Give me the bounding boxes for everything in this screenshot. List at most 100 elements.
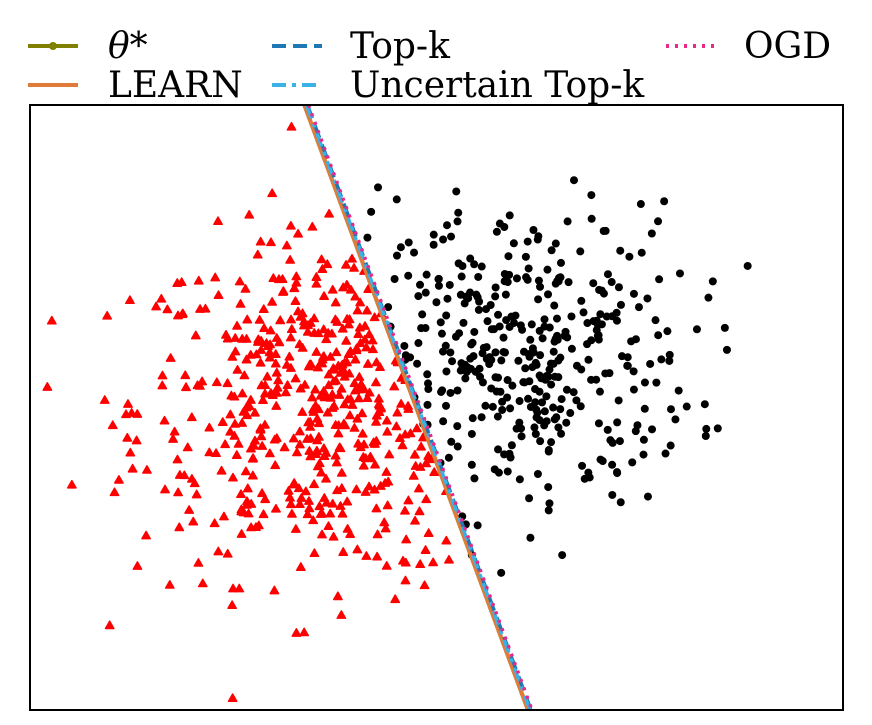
black-circle-point xyxy=(663,327,672,336)
red-triangle-point xyxy=(174,522,185,532)
red-triangle-point xyxy=(299,379,310,389)
red-triangle-point xyxy=(316,254,327,264)
black-circle-point xyxy=(421,324,430,333)
red-triangle-point xyxy=(390,594,401,604)
black-circle-point xyxy=(470,474,479,483)
black-circle-point xyxy=(488,402,497,411)
black-circle-point xyxy=(616,246,625,255)
red-triangle-point xyxy=(265,325,276,335)
red-triangle-point xyxy=(255,357,266,367)
red-triangle-point xyxy=(338,547,349,556)
red-triangle-point xyxy=(359,439,369,449)
black-circle-point xyxy=(477,262,486,271)
black-circle-point xyxy=(628,458,637,467)
red-triangle-point xyxy=(271,367,282,377)
red-triangle-point xyxy=(282,380,293,390)
red-triangle-point xyxy=(371,417,381,426)
black-circle-point xyxy=(458,261,467,270)
red-triangle-point xyxy=(302,509,313,519)
red-triangle-point xyxy=(294,499,305,509)
black-circle-point xyxy=(434,281,443,290)
red-triangle-point xyxy=(104,620,115,630)
red-triangle-point xyxy=(375,403,386,413)
black-circle-point xyxy=(542,417,551,426)
black-circle-point xyxy=(629,289,638,298)
black-circle-point xyxy=(547,438,556,447)
black-circle-point xyxy=(587,214,596,223)
red-triangle-point xyxy=(260,419,270,429)
red-triangle-point xyxy=(243,508,254,518)
decision-boundaries xyxy=(302,105,534,710)
black-circle-point xyxy=(500,348,509,357)
red-triangle-point xyxy=(352,413,363,423)
black-circle-point xyxy=(614,283,623,292)
red-triangle-point xyxy=(291,628,302,637)
red-triangle-point xyxy=(173,310,183,320)
black-circle-point xyxy=(556,405,565,414)
red-triangle-point xyxy=(337,508,348,518)
red-triangle-point xyxy=(381,467,392,476)
black-circle-point xyxy=(424,385,433,394)
black-circle-point xyxy=(542,392,551,401)
red-triangle-point xyxy=(244,209,255,219)
red-triangle-point xyxy=(294,426,305,436)
black-circle-point xyxy=(527,320,536,329)
black-circle-point xyxy=(617,352,626,361)
legend-label-theta-star: θ* xyxy=(108,26,148,67)
red-triangle-point xyxy=(123,399,133,408)
red-triangle-point xyxy=(188,516,199,526)
black-circle-point xyxy=(557,395,566,404)
red-triangle-point xyxy=(319,392,330,402)
black-circle-point xyxy=(577,296,586,305)
red-triangle-point xyxy=(299,627,310,637)
black-circle-point xyxy=(671,415,680,424)
red-triangle-point xyxy=(141,530,152,540)
black-circle-point xyxy=(491,292,500,301)
red-triangle-point xyxy=(258,304,269,313)
red-triangle-point xyxy=(315,509,326,518)
black-circle-point xyxy=(467,460,476,469)
red-triangle-point xyxy=(319,493,330,502)
red-triangle-point xyxy=(259,323,270,333)
black-circle-point xyxy=(543,265,552,274)
red-triangle-point xyxy=(364,329,375,339)
black-circle-point xyxy=(535,371,544,380)
red-triangle-point xyxy=(260,388,270,398)
black-circle-point xyxy=(623,361,632,370)
black-circle-point xyxy=(453,386,462,395)
red-triangle-point xyxy=(227,351,238,361)
black-circle-point xyxy=(441,341,450,350)
black-circle-point xyxy=(720,323,729,332)
red-triangle-point xyxy=(343,319,354,329)
red-triangle-point xyxy=(372,551,383,561)
red-triangle-point xyxy=(287,508,297,518)
black-circle-point xyxy=(651,316,660,325)
black-circle-point xyxy=(544,506,553,515)
black-circle-point xyxy=(535,326,544,335)
black-circle-point xyxy=(580,474,589,483)
black-circle-point xyxy=(529,226,538,235)
plot-area xyxy=(42,105,752,710)
black-circle-point xyxy=(442,367,451,376)
red-triangle-point xyxy=(246,499,257,508)
black-circle-point xyxy=(601,369,610,378)
black-circle-point xyxy=(562,385,571,394)
red-triangle-point xyxy=(294,339,305,349)
black-circle-point xyxy=(700,400,709,409)
black-circle-point xyxy=(499,333,508,342)
red-triangle-point xyxy=(309,548,320,558)
red-triangle-point xyxy=(262,371,273,381)
red-triangle-point xyxy=(297,308,308,318)
red-triangle-point xyxy=(412,423,422,433)
black-circle-point xyxy=(614,396,623,405)
red-triangle-point xyxy=(357,408,367,418)
black-circle-point xyxy=(492,387,501,396)
red-triangle-point xyxy=(291,271,302,281)
black-circle-point xyxy=(477,413,486,422)
red-triangle-point xyxy=(310,400,321,410)
red-triangle-point xyxy=(352,305,363,315)
red-triangle-point xyxy=(164,579,175,589)
black-circle-point xyxy=(554,277,563,286)
black-circle-point xyxy=(418,310,427,319)
red-triangle-point xyxy=(317,529,327,539)
